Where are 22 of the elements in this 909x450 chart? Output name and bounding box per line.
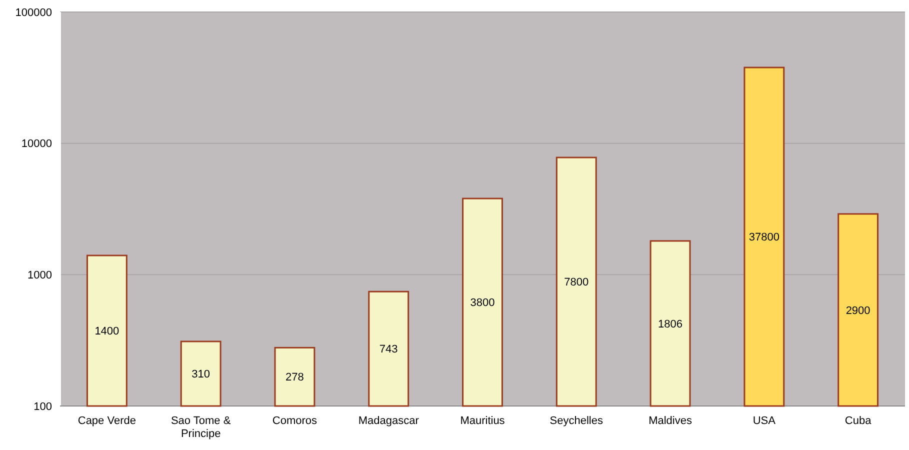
data-label: 743 [379, 344, 398, 356]
y-tick-label: 10000 [21, 138, 52, 150]
x-tick-label: Maldives [648, 415, 692, 427]
data-label: 7800 [564, 276, 589, 289]
y-tick-label: 100 [34, 400, 52, 413]
x-tick-label: Comoros [272, 415, 318, 427]
y-tick-label: 1000 [28, 270, 52, 282]
data-label: 3800 [470, 297, 495, 310]
x-tick-label: USA [752, 415, 776, 427]
data-label: 37800 [748, 232, 780, 244]
data-label: 1806 [658, 318, 683, 330]
y-tick-label: 100000 [15, 6, 52, 19]
data-label: 2900 [846, 304, 870, 317]
data-label: 1400 [94, 326, 120, 338]
x-tick-label: Seychelles [550, 415, 604, 427]
x-tick-label: Sao Tome & Principe [170, 415, 232, 440]
x-tick-label: Mauritius [460, 415, 506, 427]
x-tick-label: Cape Verde [78, 415, 136, 427]
x-tick-label: Madagascar [358, 415, 420, 427]
data-label: 278 [286, 372, 304, 384]
data-label: 310 [192, 368, 210, 381]
x-tick-label: Cuba [844, 415, 872, 427]
